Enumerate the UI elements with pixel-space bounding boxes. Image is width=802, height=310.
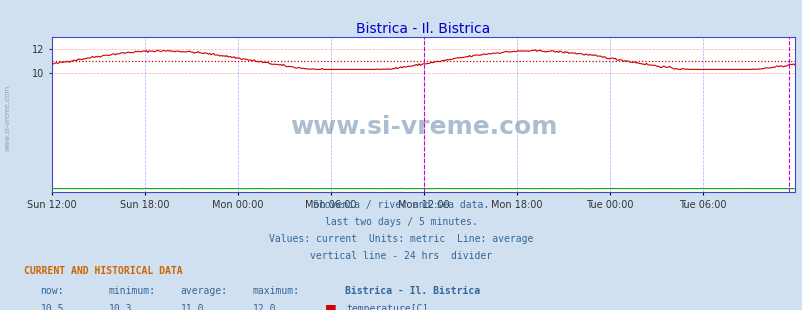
Text: 10.3: 10.3 (108, 303, 132, 310)
Text: maximum:: maximum: (253, 286, 300, 295)
Text: www.si-vreme.com: www.si-vreme.com (5, 85, 11, 151)
Text: average:: average: (180, 286, 228, 295)
Title: Bistrica - Il. Bistrica: Bistrica - Il. Bistrica (356, 22, 490, 36)
Text: Slovenia / river and sea data.: Slovenia / river and sea data. (313, 200, 489, 210)
Text: 11.0: 11.0 (180, 303, 205, 310)
Text: CURRENT AND HISTORICAL DATA: CURRENT AND HISTORICAL DATA (24, 266, 183, 276)
Text: Bistrica - Il. Bistrica: Bistrica - Il. Bistrica (345, 286, 480, 295)
Text: ■: ■ (325, 302, 337, 310)
Text: 12.0: 12.0 (253, 303, 277, 310)
Text: Values: current  Units: metric  Line: average: Values: current Units: metric Line: aver… (269, 234, 533, 244)
Text: vertical line - 24 hrs  divider: vertical line - 24 hrs divider (310, 251, 492, 261)
Text: last two days / 5 minutes.: last two days / 5 minutes. (325, 217, 477, 227)
Text: 10.5: 10.5 (40, 303, 64, 310)
Text: www.si-vreme.com: www.si-vreme.com (290, 115, 557, 139)
Text: now:: now: (40, 286, 63, 295)
Text: temperature[C]: temperature[C] (346, 303, 428, 310)
Text: minimum:: minimum: (108, 286, 156, 295)
